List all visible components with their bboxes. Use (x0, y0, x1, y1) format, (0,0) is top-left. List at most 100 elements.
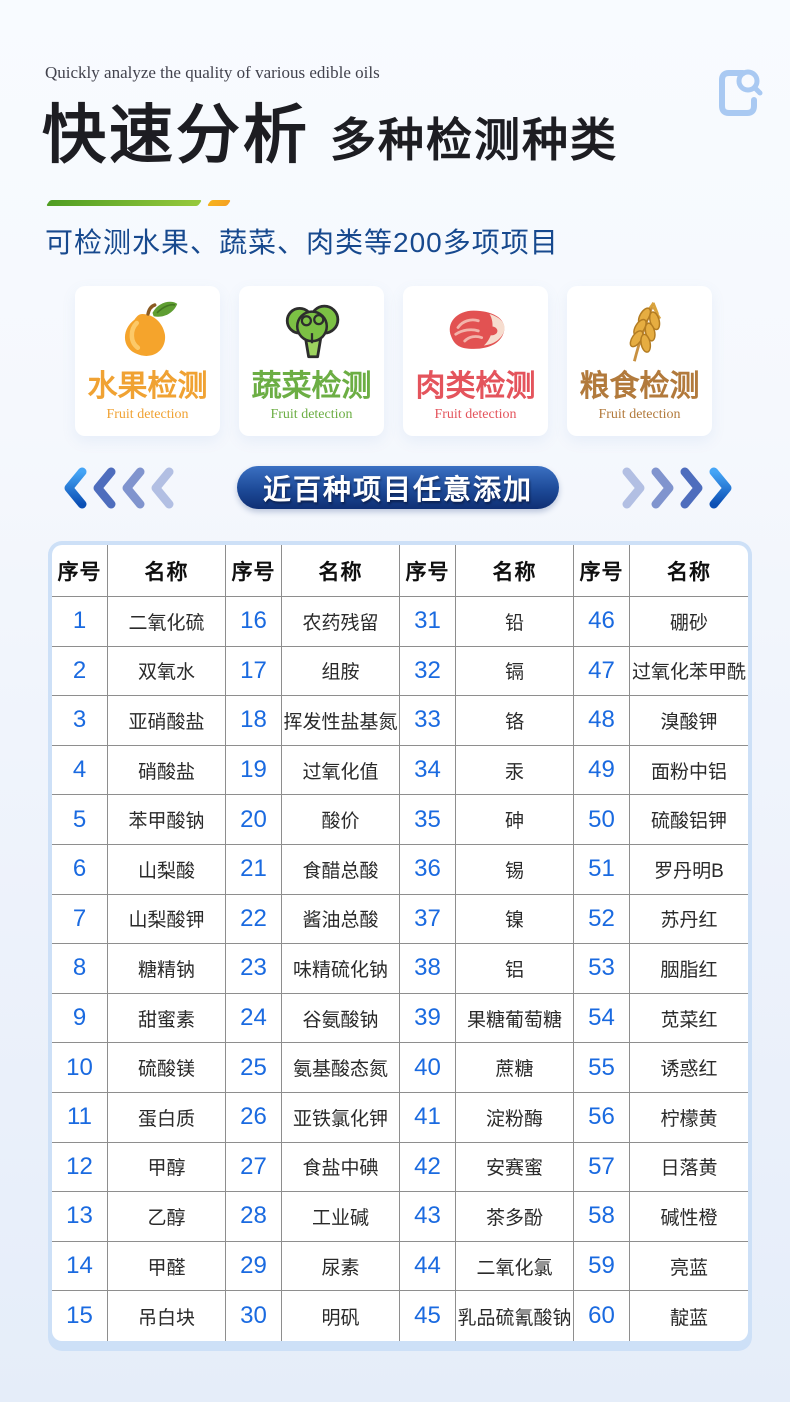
item-number-cell: 2 (52, 646, 108, 697)
item-number-cell: 9 (52, 993, 108, 1044)
page-title: 快速分析 多种检测种类 (42, 94, 618, 177)
item-name-cell: 镉 (456, 646, 574, 697)
card-vegetable-detection[interactable]: 蔬菜检测 Fruit detection (239, 286, 384, 436)
capability-text: 可检测水果、蔬菜、肉类等200多项项目 (45, 227, 559, 258)
item-name-cell: 蔗糖 (456, 1043, 574, 1093)
chevrons-left (62, 467, 176, 509)
item-number-cell: 36 (400, 844, 456, 895)
chevron-right-icon (622, 467, 645, 509)
title-underline (45, 200, 232, 206)
item-number-cell: 33 (400, 696, 456, 746)
detection-table-frame: 序号 名称 序号 名称 序号 名称 序号 名称 1 二氧化硫 16 农药残留 31 铅 46 硼砂 2 双氧水 17… (48, 541, 752, 1351)
table-header-cell: 名称 (282, 545, 400, 597)
table-header-cell: 序号 (574, 545, 630, 597)
item-number-cell: 44 (400, 1241, 456, 1292)
item-name-cell: 工业碱 (282, 1192, 400, 1242)
item-name-cell: 食醋总酸 (282, 844, 400, 895)
document-search-icon (714, 66, 764, 120)
item-number-cell: 55 (574, 1043, 630, 1093)
item-name-cell: 挥发性盐基氮 (282, 696, 400, 746)
item-name-cell: 乳品硫氰酸钠 (456, 1291, 574, 1341)
card-title: 蔬菜检测 (251, 370, 372, 403)
item-name-cell: 淀粉酶 (456, 1092, 574, 1143)
item-number-cell: 16 (226, 597, 282, 647)
item-number-cell: 26 (226, 1092, 282, 1143)
pill-button[interactable]: 近百种项目任意添加 (237, 466, 559, 509)
item-number-cell: 38 (400, 944, 456, 994)
item-name-cell: 食盐中碘 (282, 1142, 400, 1193)
table-header-cell: 名称 (630, 545, 748, 597)
chevron-right-icon (651, 467, 674, 509)
item-number-cell: 4 (52, 745, 108, 796)
item-number-cell: 50 (574, 795, 630, 845)
item-number-cell: 12 (52, 1142, 108, 1193)
item-name-cell: 山梨酸 (108, 844, 226, 895)
item-name-cell: 面粉中铝 (630, 746, 748, 796)
item-name-cell: 亮蓝 (630, 1242, 748, 1292)
item-number-cell: 17 (226, 646, 282, 697)
item-name-cell: 砷 (456, 795, 574, 845)
table-header-cell: 序号 (226, 545, 282, 597)
item-number-cell: 53 (574, 944, 630, 994)
item-name-cell: 酸价 (282, 795, 400, 845)
item-number-cell: 34 (400, 745, 456, 796)
card-fruit-detection[interactable]: 水果检测 Fruit detection (75, 286, 220, 436)
item-name-cell: 柠檬黄 (630, 1093, 748, 1143)
item-name-cell: 铝 (456, 944, 574, 994)
table-header-cell: 序号 (400, 545, 456, 597)
table-header-cell: 名称 (456, 545, 574, 597)
item-name-cell: 二氧化氯 (456, 1241, 574, 1292)
item-number-cell: 19 (226, 745, 282, 796)
card-subtitle: Fruit detection (106, 407, 189, 422)
item-number-cell: 21 (226, 844, 282, 895)
item-number-cell: 56 (574, 1092, 630, 1143)
card-meat-detection[interactable]: 肉类检测 Fruit detection (403, 286, 548, 436)
item-number-cell: 11 (52, 1092, 108, 1143)
item-name-cell: 甲醇 (108, 1142, 226, 1193)
item-number-cell: 15 (52, 1291, 108, 1341)
item-number-cell: 5 (52, 795, 108, 845)
item-name-cell: 安赛蜜 (456, 1142, 574, 1193)
item-name-cell: 二氧化硫 (108, 597, 226, 647)
card-grain-detection[interactable]: 粮食检测 Fruit detection (567, 286, 712, 436)
item-name-cell: 果糖葡萄糖 (456, 993, 574, 1044)
item-name-cell: 镍 (456, 894, 574, 945)
item-number-cell: 6 (52, 844, 108, 895)
underline-orange-stroke (206, 200, 232, 206)
item-name-cell: 甜蜜素 (108, 993, 226, 1044)
item-name-cell: 苏丹红 (630, 895, 748, 945)
item-number-cell: 31 (400, 597, 456, 647)
item-number-cell: 24 (226, 993, 282, 1044)
item-name-cell: 过氧化苯甲酰 (630, 647, 748, 697)
item-number-cell: 37 (400, 894, 456, 945)
item-number-cell: 60 (574, 1291, 630, 1341)
item-name-cell: 甲醛 (108, 1241, 226, 1292)
english-subtitle: Quickly analyze the quality of various e… (45, 63, 380, 82)
item-name-cell: 农药残留 (282, 597, 400, 647)
pill-label: 近百种项目任意添加 (262, 473, 533, 505)
item-number-cell: 40 (400, 1043, 456, 1093)
item-number-cell: 45 (400, 1291, 456, 1341)
item-number-cell: 35 (400, 795, 456, 845)
item-name-cell: 糖精钠 (108, 944, 226, 994)
item-number-cell: 25 (226, 1043, 282, 1093)
chevron-left-icon (151, 467, 174, 509)
item-name-cell: 氨基酸态氮 (282, 1043, 400, 1093)
item-number-cell: 27 (226, 1142, 282, 1193)
item-number-cell: 57 (574, 1142, 630, 1193)
item-name-cell: 茶多酚 (456, 1192, 574, 1242)
item-number-cell: 14 (52, 1241, 108, 1292)
item-name-cell: 碱性橙 (630, 1192, 748, 1242)
item-name-cell: 吊白块 (108, 1291, 226, 1341)
item-number-cell: 54 (574, 993, 630, 1044)
banner-row: 近百种项目任意添加 (0, 465, 790, 511)
item-name-cell: 硝酸盐 (108, 745, 226, 796)
card-subtitle: Fruit detection (434, 407, 517, 422)
item-number-cell: 58 (574, 1192, 630, 1242)
wheat-icon (629, 302, 661, 362)
chevron-left-icon (93, 467, 116, 509)
table-header-cell: 名称 (108, 545, 226, 597)
broccoli-icon (285, 304, 339, 359)
card-title: 粮食检测 (579, 370, 700, 403)
